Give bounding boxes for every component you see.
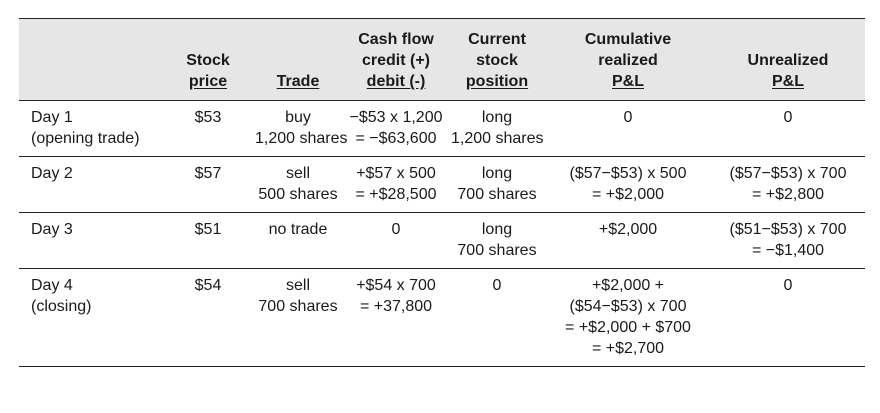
table-row: Day 4 (closing) $54 sell 700 shares +$54 x 70… xyxy=(19,269,865,367)
header-current-position: Current stock position xyxy=(449,18,545,101)
realized-pnl-cell-line: +$2,000 + xyxy=(591,277,665,294)
position-cell-line: long xyxy=(481,109,513,126)
day-cell-line: Day 2 xyxy=(31,165,73,182)
trade-cell-line: 700 shares xyxy=(258,298,338,315)
unrealized-pnl-cell-line: 0 xyxy=(783,277,793,294)
cash-flow-cell-line: 0 xyxy=(391,221,401,238)
pnl-table: Stock price Trade Cash flow credit (+) d… xyxy=(19,18,865,367)
position-cell: 0 xyxy=(449,269,545,367)
price-cell: $51 xyxy=(163,213,253,269)
realized-pnl-cell: +$2,000 xyxy=(545,213,711,269)
header-cash-flow: Cash flow credit (+) debit (-) xyxy=(343,18,449,101)
realized-pnl-cell: ($57−$53) x 500 = +$2,000 xyxy=(545,157,711,213)
day-cell: Day 2 xyxy=(19,157,163,213)
trade-cell: sell 700 shares xyxy=(253,269,343,367)
unrealized-pnl-cell: ($51−$53) x 700 = −$1,400 xyxy=(711,213,865,269)
day-cell-line: (closing) xyxy=(31,298,92,315)
unrealized-pnl-cell-line: ($51−$53) x 700 xyxy=(729,221,847,238)
header-unrealized: Unrealized P&L xyxy=(711,18,865,101)
price-cell-line: $57 xyxy=(194,165,222,182)
realized-pnl-cell-line: +$2,000 xyxy=(598,221,658,238)
trade-cell: no trade xyxy=(253,213,343,269)
realized-pnl-cell: 0 xyxy=(545,101,711,157)
table-header: Stock price Trade Cash flow credit (+) d… xyxy=(19,18,865,101)
realized-pnl-cell-line: = +$2,000 xyxy=(591,186,665,203)
price-cell: $57 xyxy=(163,157,253,213)
cash-flow-cell-line: = +$28,500 xyxy=(355,186,437,203)
unrealized-pnl-cell: ($57−$53) x 700 = +$2,800 xyxy=(711,157,865,213)
realized-pnl-cell-line: 0 xyxy=(623,109,633,126)
price-cell: $54 xyxy=(163,269,253,367)
price-cell-line: $54 xyxy=(194,277,222,294)
day-cell-line: (opening trade) xyxy=(31,130,140,147)
position-cell-line: long xyxy=(481,165,513,182)
trade-cell: sell 500 shares xyxy=(253,157,343,213)
cash-flow-cell-line: −$53 x 1,200 xyxy=(349,109,443,126)
cash-flow-cell-line: +$54 x 700 xyxy=(356,277,436,294)
unrealized-pnl-cell-line: 0 xyxy=(783,109,793,126)
position-cell: long 700 shares xyxy=(449,157,545,213)
position-cell-line: long xyxy=(481,221,513,238)
day-cell-line: Day 1 xyxy=(31,109,73,126)
header-stock-price: Stock price xyxy=(163,18,253,101)
price-cell: $53 xyxy=(163,101,253,157)
day-cell: Day 4 (closing) xyxy=(19,269,163,367)
day-cell: Day 3 xyxy=(19,213,163,269)
position-cell-line: 0 xyxy=(492,277,502,294)
realized-pnl-cell-line: ($54−$53) x 700 xyxy=(569,298,687,315)
realized-pnl-cell-line: ($57−$53) x 500 xyxy=(569,165,687,182)
trade-cell-line: no trade xyxy=(268,221,328,238)
header-row: Stock price Trade Cash flow credit (+) d… xyxy=(19,18,865,101)
unrealized-pnl-cell-line: = +$2,800 xyxy=(751,186,825,203)
pnl-table-container: Stock price Trade Cash flow credit (+) d… xyxy=(19,18,865,367)
table-row: Day 3 $51 no trade 0 long 700 shares +$2,000 ($… xyxy=(19,213,865,269)
header-day xyxy=(19,18,163,101)
day-cell: Day 1 (opening trade) xyxy=(19,101,163,157)
cash-flow-cell: −$53 x 1,200 = −$63,600 xyxy=(343,101,449,157)
header-cumulative-realized: Cumulative realized P&L xyxy=(545,18,711,101)
unrealized-pnl-cell: 0 xyxy=(711,269,865,367)
trade-cell: buy 1,200 shares xyxy=(253,101,348,157)
trade-cell-line: 1,200 shares xyxy=(255,130,348,147)
cash-flow-cell: +$57 x 500 = +$28,500 xyxy=(343,157,449,213)
cash-flow-cell-line: +$57 x 500 xyxy=(356,165,436,182)
header-trade: Trade xyxy=(253,18,343,101)
day-cell-line: Day 3 xyxy=(31,221,73,238)
cash-flow-cell-line: = −$63,600 xyxy=(355,130,437,147)
position-cell-line: 1,200 shares xyxy=(451,130,544,147)
price-cell-line: $51 xyxy=(194,221,222,238)
cash-flow-cell-line: = +37,800 xyxy=(359,298,433,315)
table-row: Day 1 (opening trade) $53 buy 1,200 shares −$… xyxy=(19,101,865,157)
realized-pnl-cell-line: = +$2,000 + $700 xyxy=(565,319,691,336)
table-body: Day 1 (opening trade) $53 buy 1,200 shares −$… xyxy=(19,101,865,367)
cash-flow-cell: +$54 x 700 = +37,800 xyxy=(343,269,449,367)
trade-cell-line: sell xyxy=(285,277,310,294)
day-cell-line: Day 4 xyxy=(31,277,73,294)
position-cell-line: 700 shares xyxy=(457,242,537,259)
position-cell-line: 700 shares xyxy=(457,186,537,203)
price-cell-line: $53 xyxy=(194,109,222,126)
unrealized-pnl-cell-line: ($57−$53) x 700 xyxy=(729,165,847,182)
trade-cell-line: buy xyxy=(285,109,311,126)
unrealized-pnl-cell-line: = −$1,400 xyxy=(751,242,825,259)
unrealized-pnl-cell: 0 xyxy=(711,101,865,157)
realized-pnl-cell: +$2,000 + ($54−$53) x 700 = +$2,000 + $700… xyxy=(545,269,711,367)
trade-cell-line: 500 shares xyxy=(258,186,338,203)
position-cell: long 1,200 shares xyxy=(449,101,545,157)
cash-flow-cell: 0 xyxy=(343,213,449,269)
trade-cell-line: sell xyxy=(285,165,310,182)
position-cell: long 700 shares xyxy=(449,213,545,269)
realized-pnl-cell-line: = +$2,700 xyxy=(591,340,665,357)
table-row: Day 2 $57 sell 500 shares +$57 x 500 = +$28,5… xyxy=(19,157,865,213)
